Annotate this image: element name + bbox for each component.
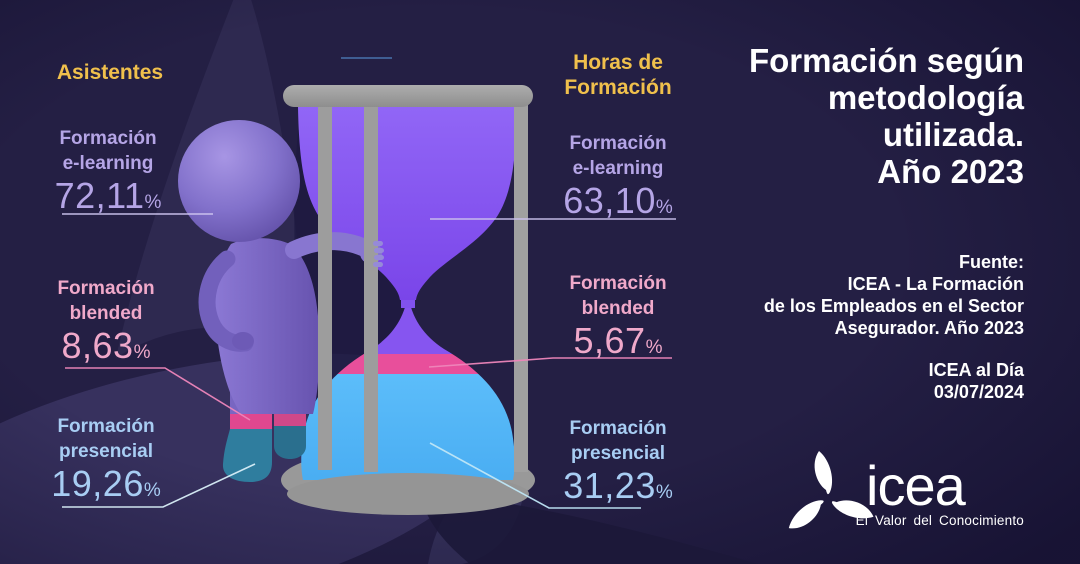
percent-sign: % bbox=[655, 197, 673, 218]
title-line2: metodología bbox=[827, 79, 1024, 116]
page-title: Formación según metodología utilizada. A… bbox=[664, 42, 1024, 190]
stat-value: 5,67% bbox=[573, 320, 663, 361]
stat-label: e-learning bbox=[572, 158, 664, 179]
callout-horas-blended bbox=[428, 357, 672, 368]
callout-asistentes-presencial bbox=[62, 463, 256, 508]
stat-asistentes-elearning: Formación e-learning 72,11% bbox=[18, 126, 198, 223]
stat-value: 72,11% bbox=[54, 175, 162, 216]
hourglass-frame bbox=[283, 85, 533, 515]
callout-horas-presencial bbox=[429, 442, 641, 509]
callout-asistentes-blended bbox=[65, 367, 251, 421]
stat-label: Formación bbox=[569, 418, 667, 439]
column-header-horas-line1: Horas de bbox=[573, 51, 663, 74]
source-org-line3: Asegurador. Año 2023 bbox=[834, 318, 1024, 338]
hourglass-base-front bbox=[287, 473, 529, 515]
decorative-line bbox=[341, 57, 392, 59]
title-line4: Año 2023 bbox=[877, 153, 1024, 190]
gripping-fingers bbox=[373, 241, 384, 267]
stat-label: blended bbox=[69, 303, 143, 324]
stat-label: presencial bbox=[571, 443, 665, 464]
percent-sign: % bbox=[144, 192, 162, 213]
right-arm bbox=[285, 232, 380, 260]
person-figure bbox=[178, 120, 382, 482]
title-line3: utilizada. bbox=[882, 116, 1024, 153]
left-hand bbox=[232, 332, 254, 350]
column-header-horas: Horas de Formación bbox=[528, 50, 708, 100]
column-header-asistentes: Asistentes bbox=[56, 61, 164, 84]
source-org-line1: ICEA - La Formación bbox=[847, 274, 1024, 294]
stat-asistentes-blended: Formación blended 8,63% bbox=[16, 276, 196, 373]
stat-horas-presencial: Formación presencial 31,23% bbox=[528, 416, 708, 513]
stat-value: 31,23% bbox=[563, 465, 673, 506]
publication-info: ICEA al Día 03/07/2024 bbox=[684, 359, 1024, 403]
percent-sign: % bbox=[655, 482, 673, 503]
source-attribution: Fuente: ICEA - La Formación de los Emple… bbox=[684, 251, 1024, 339]
hourglass-shadow bbox=[420, 492, 758, 564]
head bbox=[178, 120, 300, 242]
stat-label: Formación bbox=[569, 273, 667, 294]
stat-label: presencial bbox=[59, 441, 153, 462]
percent-sign: % bbox=[645, 337, 663, 358]
stat-label: Formación bbox=[569, 133, 667, 154]
stat-asistentes-presencial: Formación presencial 19,26% bbox=[16, 414, 196, 511]
source-org-line2: de los Empleados en el Sector bbox=[763, 296, 1024, 316]
frame-post-front-left bbox=[364, 98, 378, 472]
icea-logo-tagline: El Valor del Conocimiento bbox=[855, 513, 1024, 528]
publication-name: ICEA al Día bbox=[928, 360, 1024, 380]
source-label: Fuente: bbox=[959, 252, 1024, 272]
percent-sign: % bbox=[143, 480, 161, 501]
stat-label: Formación bbox=[57, 278, 155, 299]
stat-value: 19,26% bbox=[51, 463, 161, 504]
stat-label: blended bbox=[581, 298, 655, 319]
stat-label: Formación bbox=[59, 128, 157, 149]
stat-label: Formación bbox=[57, 416, 155, 437]
hourglass-cap bbox=[283, 85, 533, 107]
frame-post-back-left bbox=[318, 98, 332, 470]
stat-horas-blended: Formación blended 5,67% bbox=[528, 271, 708, 368]
stat-label: e-learning bbox=[62, 153, 154, 174]
column-header-horas-line2: Formación bbox=[564, 76, 672, 99]
stat-value: 63,10% bbox=[563, 180, 673, 221]
publication-date: 03/07/2024 bbox=[933, 382, 1024, 402]
icea-logo-wordmark: icea bbox=[866, 454, 966, 517]
frame-post-right bbox=[514, 98, 528, 472]
callout-lines bbox=[62, 213, 676, 509]
title-line1: Formación según bbox=[748, 42, 1024, 79]
stat-value: 8,63% bbox=[61, 325, 151, 366]
percent-sign: % bbox=[133, 342, 151, 363]
icea-logo-mark bbox=[788, 451, 874, 529]
torso bbox=[215, 238, 320, 414]
hourglass-top-sand bbox=[298, 107, 517, 300]
stat-horas-elearning: Formación e-learning 63,10% bbox=[528, 131, 708, 228]
